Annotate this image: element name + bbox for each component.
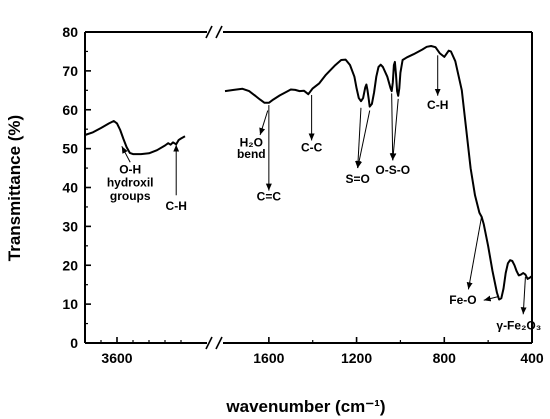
spectrum-segment-1: [224, 45, 533, 301]
annotation-label: C-C: [301, 141, 323, 155]
y-tick-label: 20: [62, 257, 78, 273]
break-mark: [205, 25, 213, 39]
annotation-label: γ-Fe₂O₃: [496, 318, 541, 332]
annotation-arrow: [390, 98, 399, 161]
break-mark: [205, 336, 213, 350]
annotation-label: O-S-O: [375, 163, 410, 177]
series-layer: [84, 45, 533, 301]
annotation-label: O-H: [119, 163, 141, 177]
annotation-arrow: [389, 93, 396, 161]
y-axis-title: Transmittance (%): [5, 115, 24, 261]
y-tick-label: 60: [62, 102, 78, 118]
axis-ticks: 0 10 20 30 40 50 60 70 80 3600 1600 1200 800 400: [62, 24, 543, 366]
x-tick-label: 400: [520, 350, 544, 366]
break-gap: [207, 28, 223, 36]
y-tick-label: 10: [62, 296, 78, 312]
annotation-label: groups: [110, 189, 151, 203]
annotation-arrow: [355, 107, 362, 169]
annotation-arrow: [259, 110, 269, 136]
break-gap: [207, 339, 223, 347]
x-tick-label: 800: [433, 350, 457, 366]
break-mark: [215, 336, 223, 350]
x-tick-label: 1600: [253, 350, 284, 366]
annotation-label: C-H: [166, 199, 187, 213]
x-tick-label: 3600: [101, 350, 132, 366]
annotation-arrows: [121, 55, 527, 315]
annotation-label: C=C: [257, 189, 282, 203]
annotation-arrow: [483, 295, 500, 302]
spectrum-segment-0: [84, 120, 186, 156]
annotation-label: bend: [237, 147, 266, 161]
annotation-label: Fe-O: [449, 293, 476, 307]
annotation-label: hydroxil: [107, 176, 154, 190]
y-tick-label: 70: [62, 63, 78, 79]
annotation-arrow: [466, 216, 483, 290]
annotation-label: S=O: [345, 172, 369, 186]
y-tick-label: 40: [62, 180, 78, 196]
axis-break: [205, 25, 223, 350]
y-tick-label: 80: [62, 24, 78, 40]
annotation-arrow: [520, 276, 527, 315]
annotation-arrow: [356, 110, 371, 169]
y-tick-label: 30: [62, 218, 78, 234]
annotation-label: H₂O: [240, 135, 263, 149]
annotation-arrow: [121, 146, 131, 163]
annotation-label: C-H: [427, 98, 448, 112]
x-tick-label: 1200: [341, 350, 372, 366]
break-mark: [215, 25, 223, 39]
x-axis-title: wavenumber (cm⁻¹): [225, 397, 385, 416]
y-tick-label: 50: [62, 141, 78, 157]
y-tick-label: 0: [70, 335, 78, 351]
